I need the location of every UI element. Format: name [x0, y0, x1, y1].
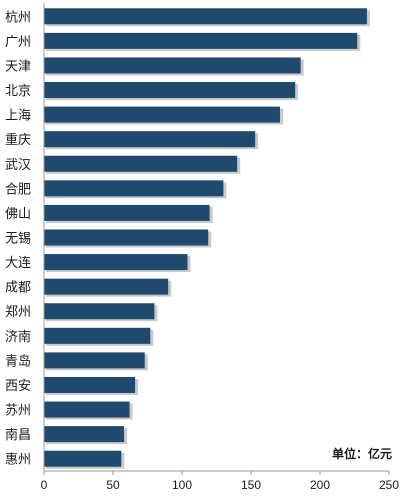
category-label: 无锡 [5, 232, 31, 247]
category-label: 杭州 [5, 10, 31, 25]
bar-1 [44, 8, 367, 25]
category-label: 南昌 [5, 427, 31, 443]
category-label: 合肥 [5, 182, 31, 197]
x-tick-label: 200 [310, 478, 330, 492]
bar-16 [44, 376, 136, 393]
bars [44, 8, 367, 467]
bar-8 [44, 180, 224, 197]
category-label: 武汉 [5, 158, 31, 173]
x-tick-label: 100 [172, 478, 192, 492]
category-label: 惠州 [5, 453, 31, 468]
bar-10 [44, 229, 209, 246]
unit-label: 单位：亿元 [332, 446, 392, 461]
bar-11 [44, 254, 188, 271]
x-ticks: 0 50 100 150 200 250 [41, 471, 399, 492]
category-label: 天津 [5, 59, 31, 74]
bar-19 [44, 450, 122, 467]
bar-5 [44, 106, 280, 123]
bar-13 [44, 303, 155, 320]
category-label: 苏州 [5, 403, 31, 419]
bar-15 [44, 352, 145, 369]
x-tick-label: 50 [106, 478, 120, 492]
category-label: 佛山 [5, 207, 31, 222]
category-label: 成都 [5, 281, 31, 296]
bar-12 [44, 278, 169, 295]
bar-4 [44, 82, 296, 99]
bar-6 [44, 131, 256, 148]
category-label: 青岛 [5, 353, 31, 369]
category-label: 上海 [5, 109, 31, 124]
bar-9 [44, 204, 210, 221]
category-label: 西安 [5, 379, 31, 394]
x-tick-label: 250 [379, 478, 399, 492]
x-tick-label: 150 [241, 478, 261, 492]
category-label: 北京 [5, 84, 31, 99]
category-label: 重庆 [5, 132, 31, 148]
x-tick-label: 0 [41, 478, 48, 492]
bar-17 [44, 401, 130, 418]
bar-7 [44, 155, 238, 172]
bar-14 [44, 327, 151, 344]
bar-2 [44, 32, 358, 49]
category-label: 广州 [5, 35, 31, 50]
category-label: 济南 [5, 329, 31, 345]
bar-3 [44, 57, 301, 74]
category-label: 大连 [5, 255, 31, 271]
bar-18 [44, 426, 125, 443]
category-label: 郑州 [5, 305, 31, 320]
